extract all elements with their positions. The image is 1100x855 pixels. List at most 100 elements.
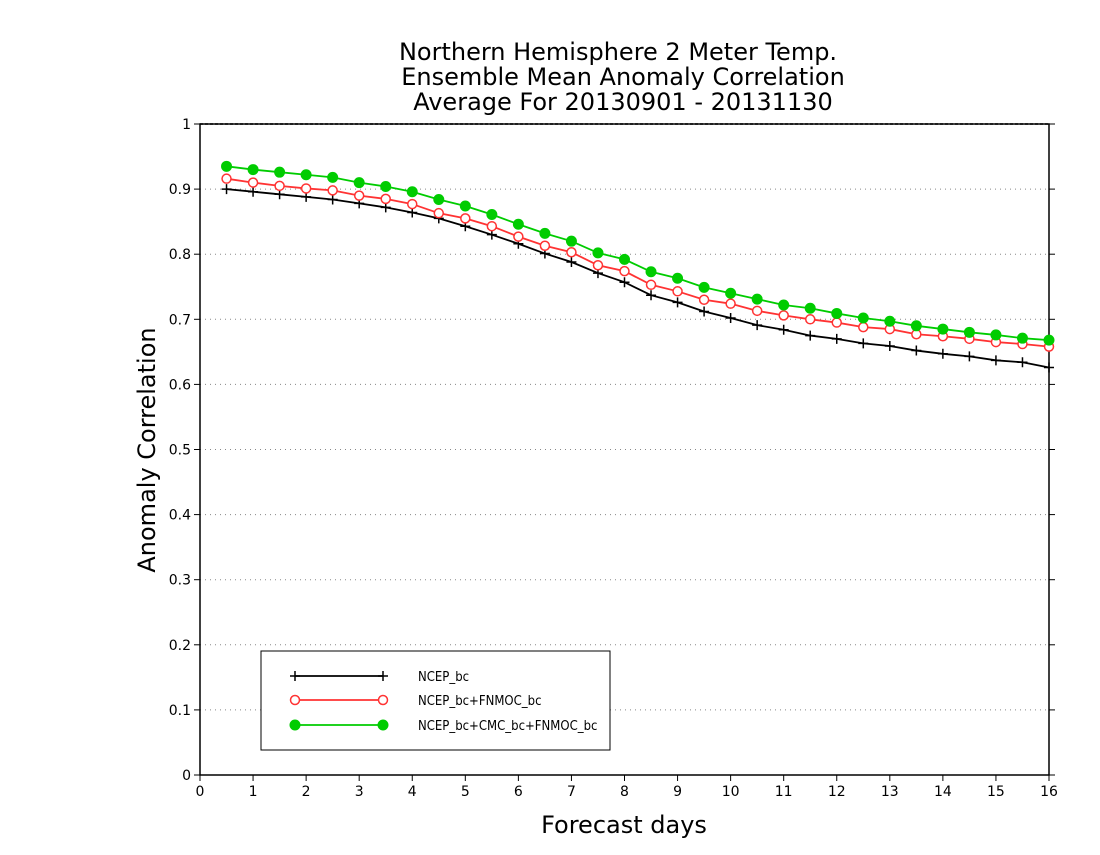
series-2-point-3 (300, 169, 312, 181)
series-2-point-25 (884, 315, 896, 327)
series-1-point-24 (858, 321, 869, 333)
x-tick-label-10: 10 (722, 784, 740, 800)
legend-marker-start-1 (289, 694, 301, 706)
series-2-point-19 (725, 287, 737, 299)
series-2-point-15 (619, 253, 630, 265)
series-1-point-0 (221, 173, 232, 184)
series-1-point-18 (698, 294, 710, 306)
x-tick-label-1: 1 (249, 784, 258, 800)
series-1 (221, 173, 1055, 352)
x-tick-label-9: 9 (673, 784, 682, 800)
series-1-point-9 (460, 213, 471, 224)
series-0-point-17 (672, 297, 683, 308)
title-line-1: Northern Hemisphere 2 Meter Temp. (399, 38, 837, 66)
x-tick-label-4: 4 (408, 784, 417, 800)
series-1-point-15 (619, 265, 630, 277)
y-axis-title: Anomaly Correlation (133, 327, 161, 572)
series-0 (221, 184, 1054, 373)
series-2-point-28 (963, 326, 975, 338)
series-2-point-18 (698, 281, 710, 293)
series-1-point-14 (592, 260, 604, 271)
y-tick-label-1: 0.1 (169, 703, 191, 719)
series-1-point-20 (751, 305, 763, 317)
series-1-point-7 (407, 198, 418, 210)
legend-label-2: NCEP_bc+CMC_bc+FNMOC_bc (418, 719, 597, 734)
legend: NCEP_bc NCEP_bc+FNMOC_bc NCEP_bc+CMC_bc+FN… (260, 650, 611, 751)
y-tick-label-9: 0.9 (169, 182, 191, 198)
x-tick-label-6: 6 (514, 784, 523, 800)
x-tick-label-0: 0 (196, 784, 205, 800)
series-2-point-22 (804, 302, 816, 314)
series-1-point-3 (300, 183, 312, 194)
series-2-point-30 (1016, 332, 1028, 344)
series-2-point-4 (327, 171, 339, 183)
x-tick-label-11: 11 (775, 784, 793, 800)
y-tick-label-10: 1 (182, 117, 191, 133)
series-2-point-8 (433, 194, 445, 206)
series-2-point-7 (406, 186, 418, 198)
series-1-point-8 (433, 207, 445, 219)
x-tick-label-15: 15 (987, 784, 1005, 800)
series-2-point-5 (353, 177, 365, 189)
series-2-point-31 (1043, 334, 1055, 346)
legend-marker-start-0 (290, 671, 300, 681)
series-2-point-12 (539, 227, 551, 239)
series-2-point-1 (247, 164, 259, 176)
series-2-point-13 (565, 235, 577, 247)
series-0-point-15 (619, 277, 630, 288)
series-2-point-9 (459, 200, 471, 212)
series-1-line (226, 177, 1050, 348)
series-1-point-13 (566, 246, 577, 258)
series-0-point-25 (884, 340, 895, 351)
series-1-point-22 (804, 314, 816, 325)
legend-label-1: NCEP_bc+FNMOC_bc (418, 694, 542, 709)
legend-entry-1: NCEP_bc+FNMOC_bc (289, 694, 542, 709)
x-tick-label-7: 7 (567, 784, 576, 800)
x-axis-title: Forecast days (541, 811, 707, 839)
y-tick-label-4: 0.4 (169, 508, 191, 524)
legend-label-0: NCEP_bc (418, 670, 469, 685)
series-1-point-5 (353, 190, 365, 201)
series-0-point-19 (725, 312, 736, 323)
series-2-point-2 (274, 166, 286, 178)
series-1-point-17 (672, 286, 683, 297)
y-tick-label-8: 0.8 (169, 247, 191, 263)
series-2-point-11 (512, 218, 524, 230)
legend-marker-end-0 (378, 671, 388, 681)
series-1-point-11 (513, 231, 524, 242)
x-tick-label-14: 14 (934, 784, 952, 800)
series-0-point-23 (831, 333, 842, 344)
legend-marker-end-2 (377, 719, 389, 731)
axes: 00.10.20.30.40.50.60.70.80.910 1 2 3 4 5 6 7 8 9 1… (169, 117, 1058, 800)
series-0-point-22 (805, 330, 816, 341)
series-2-point-6 (380, 180, 392, 192)
series-0-point-16 (646, 290, 657, 301)
legend-entry-2: NCEP_bc+CMC_bc+FNMOC_bc (289, 719, 597, 734)
x-tick-label-16: 16 (1040, 784, 1058, 800)
series-2-point-26 (910, 320, 922, 332)
series-2-point-23 (831, 307, 843, 319)
series-0-point-31 (1044, 362, 1054, 373)
series-2-point-0 (221, 160, 233, 172)
series-0-point-26 (911, 345, 922, 356)
series-0-point-20 (752, 320, 763, 331)
y-tick-label-6: 0.6 (169, 377, 191, 393)
series-2-point-27 (937, 323, 949, 335)
x-tick-label-5: 5 (461, 784, 470, 800)
legend-marker-start-2 (289, 719, 301, 731)
series-1-point-6 (380, 193, 391, 205)
series-2-line (226, 165, 1050, 342)
y-tick-label-2: 0.2 (169, 638, 191, 654)
series-0-point-28 (964, 351, 975, 362)
series-2-point-20 (751, 293, 763, 305)
series-0-point-24 (858, 338, 869, 349)
legend-marker-end-1 (377, 694, 389, 706)
series-1-point-4 (327, 185, 338, 196)
series-2-point-21 (778, 299, 790, 311)
series-1-point-16 (645, 279, 657, 291)
series-2-point-24 (857, 312, 869, 324)
x-tick-label-12: 12 (828, 784, 846, 800)
series-2-point-16 (645, 266, 657, 278)
legend-entry-0: NCEP_bc (290, 670, 469, 685)
